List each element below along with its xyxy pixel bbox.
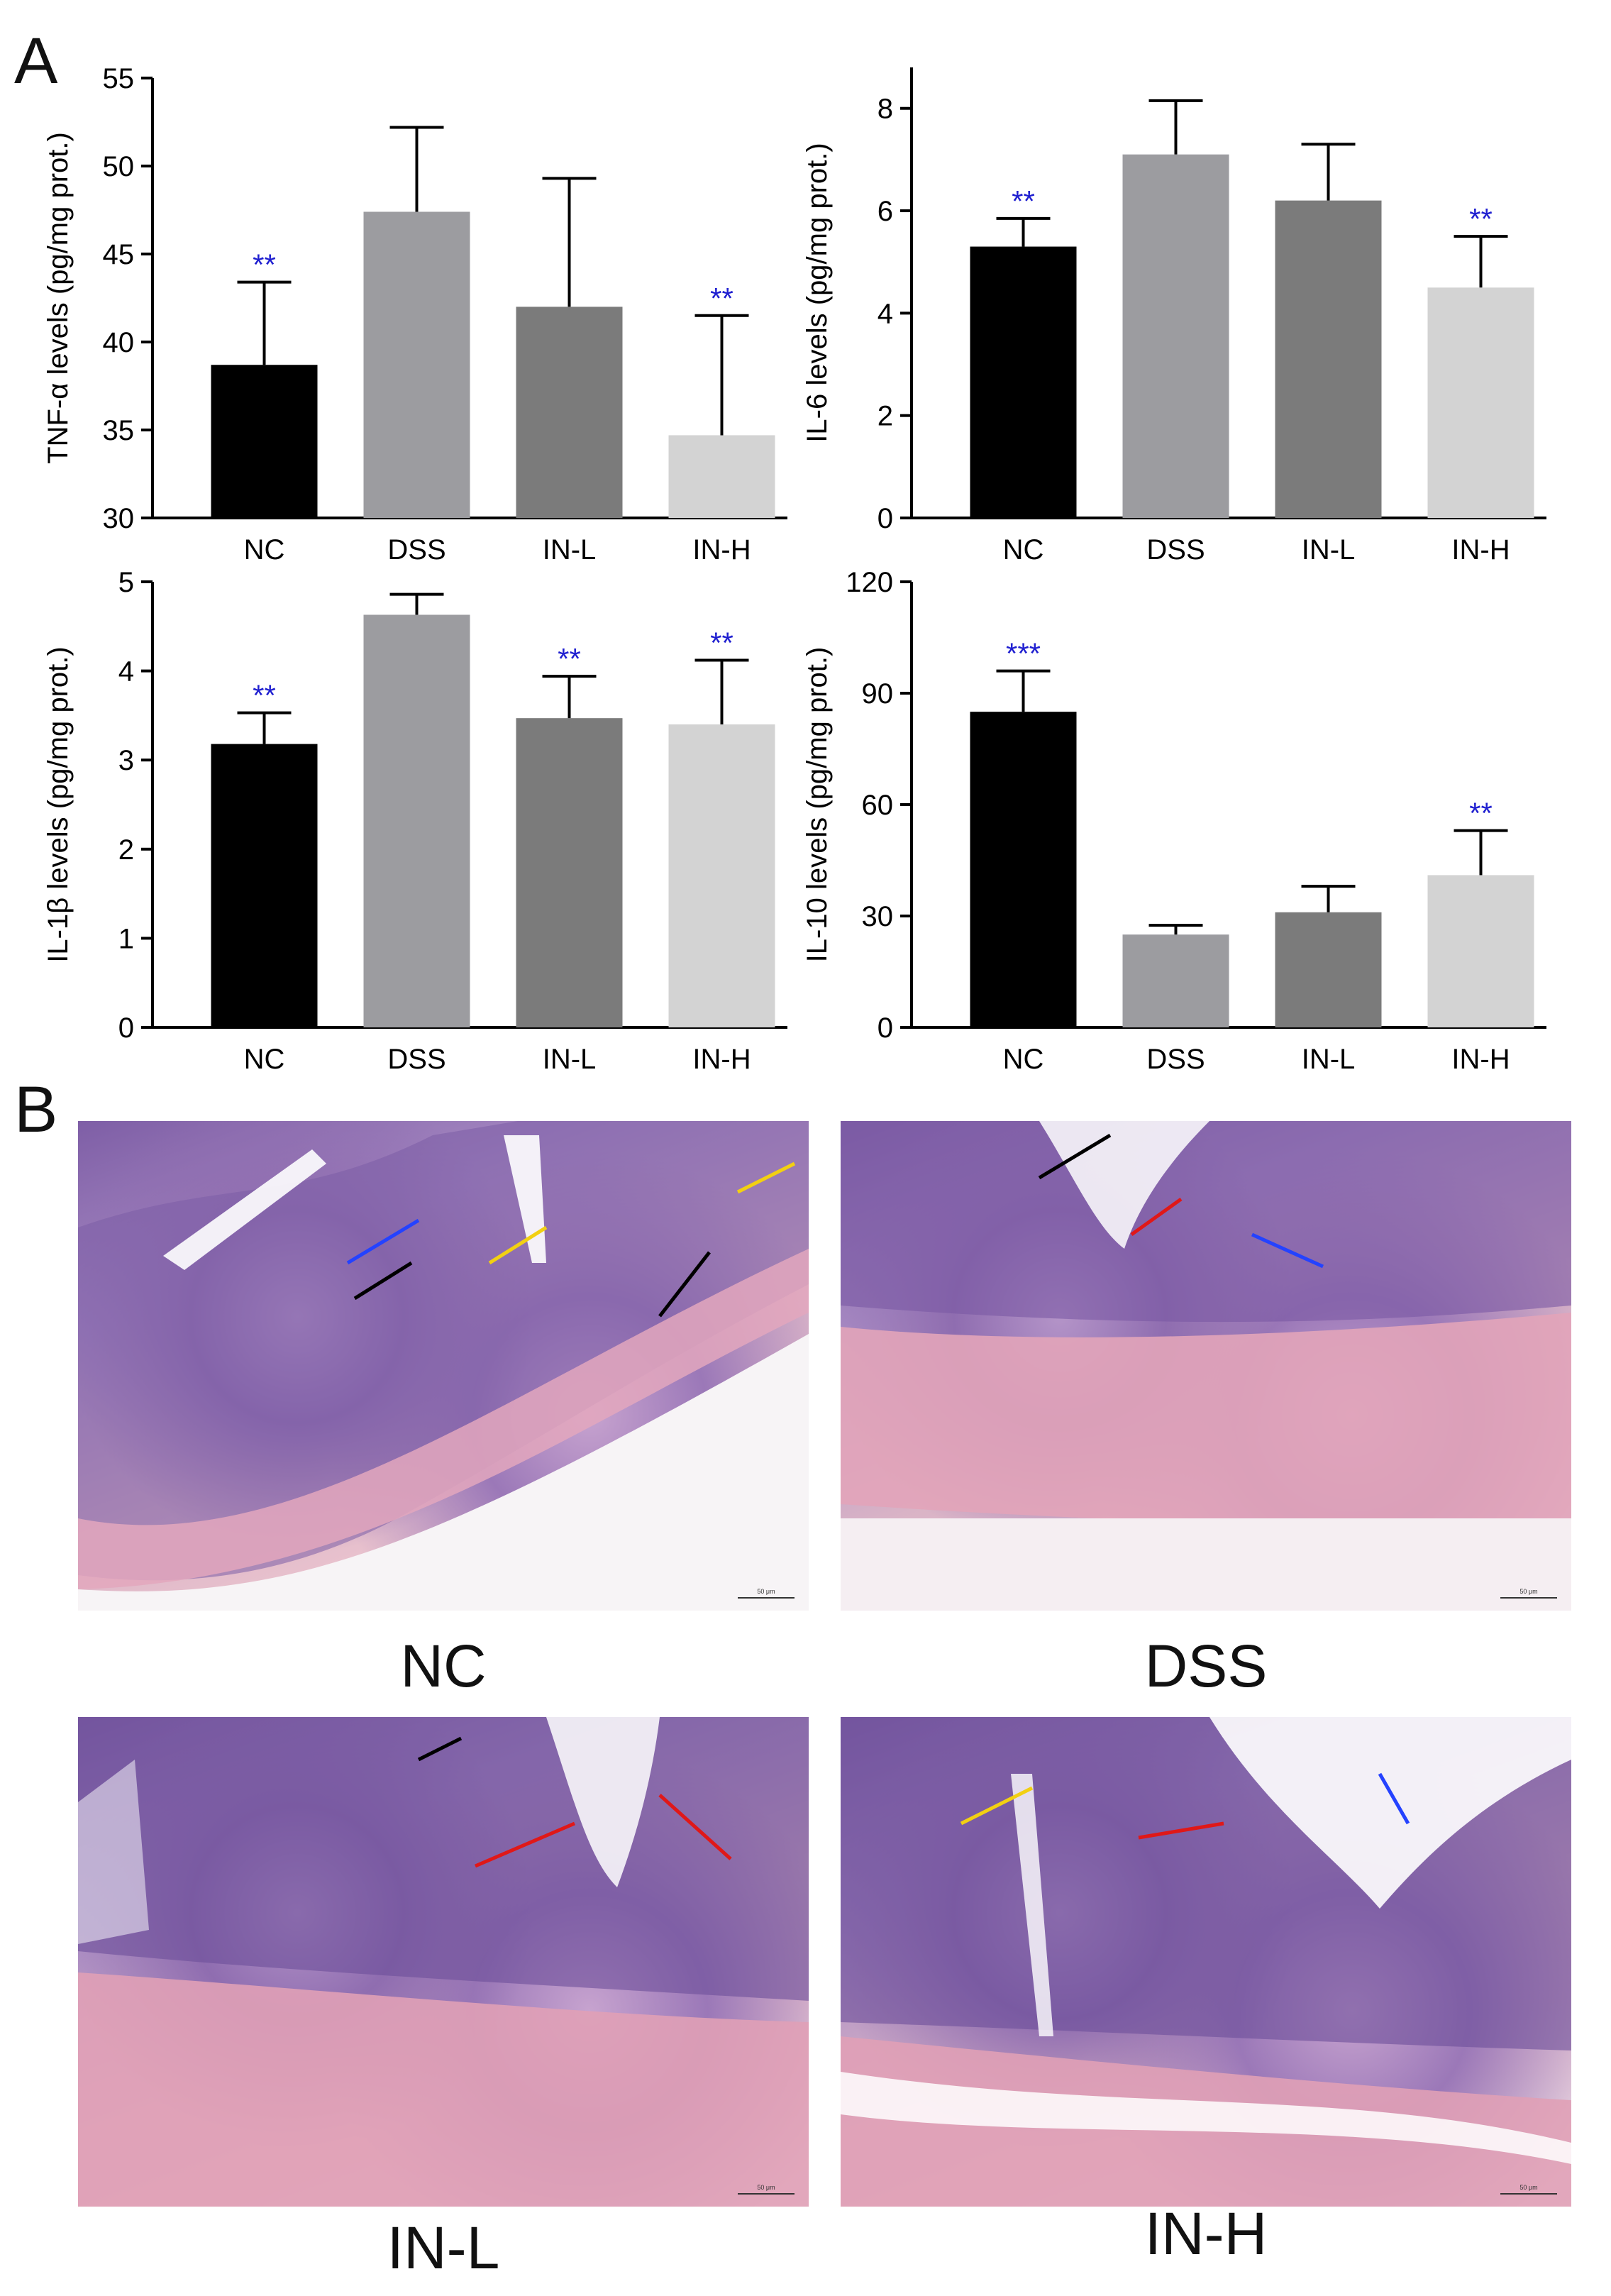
- significance-il1b-IN-H: **: [710, 627, 733, 660]
- histology-label-inl: IN-L: [387, 2214, 500, 2281]
- histology-scene-inh: 50 μm: [841, 1717, 1571, 2207]
- x-tick-label-il1b-IN-H: IN-H: [692, 1044, 751, 1071]
- histology-image-inl: 50 μm: [78, 1717, 809, 2207]
- y-tick-label-tnf-4: 50: [103, 151, 135, 182]
- y-tick-label-il10-2: 60: [862, 790, 894, 821]
- x-tick-label-il6-NC: NC: [1003, 534, 1044, 565]
- histology-scene-nc: 50 μm: [78, 1121, 809, 1611]
- bar-il10-IN-H: [1427, 875, 1534, 1027]
- histology-label-nc: NC: [400, 1633, 487, 1699]
- x-tick-label-il6-IN-L: IN-L: [1302, 534, 1356, 565]
- y-tick-label-il1b-5: 5: [118, 567, 134, 598]
- histology-scene-dss: 50 μm: [841, 1121, 1571, 1611]
- bar-il10-NC: [970, 712, 1077, 1027]
- significance-il1b-NC: **: [253, 679, 276, 712]
- x-tick-label-il6-DSS: DSS: [1146, 534, 1205, 565]
- y-axis-label-il1b: IL-1β levels (pg/mg prot.): [43, 646, 74, 962]
- x-tick-label-il1b-DSS: DSS: [387, 1044, 445, 1071]
- y-tick-label-il10-1: 30: [862, 901, 894, 932]
- bar-tnf-NC: [211, 365, 318, 518]
- histology-label-inh: IN-H: [1144, 2200, 1268, 2267]
- bar-il1b-IN-H: [668, 724, 775, 1027]
- y-tick-label-tnf-2: 40: [103, 327, 135, 358]
- bar-il1b-IN-L: [516, 718, 623, 1027]
- scalebar-inh: 50 μm: [1519, 2184, 1537, 2191]
- y-tick-label-il6-1: 2: [878, 401, 893, 432]
- y-tick-label-il1b-0: 0: [118, 1012, 134, 1044]
- significance-il6-IN-H: **: [1469, 202, 1493, 236]
- bar-il1b-DSS: [363, 614, 470, 1027]
- y-axis-label-tnf: TNF-α levels (pg/mg prot.): [43, 132, 74, 464]
- bar-il1b-NC: [211, 744, 318, 1027]
- bar-il6-IN-H: [1427, 287, 1534, 518]
- bar-tnf-IN-L: [516, 307, 623, 518]
- bar-tnf-DSS: [363, 211, 470, 518]
- y-tick-label-il10-3: 90: [862, 678, 894, 710]
- histology-label-dss: DSS: [1144, 1633, 1268, 1699]
- y-tick-label-tnf-3: 45: [103, 239, 135, 270]
- y-tick-label-il6-0: 0: [878, 503, 893, 534]
- y-tick-label-il6-4: 8: [878, 94, 893, 125]
- y-axis-label-il6: IL-6 levels (pg/mg prot.): [802, 143, 833, 442]
- y-tick-label-il6-3: 6: [878, 196, 893, 227]
- bar-il6-DSS: [1122, 154, 1229, 518]
- y-tick-label-il1b-1: 1: [118, 923, 134, 954]
- scalebar-inl: 50 μm: [757, 2184, 775, 2191]
- x-tick-label-il10-IN-H: IN-H: [1451, 1044, 1510, 1071]
- x-tick-label-il1b-NC: NC: [244, 1044, 285, 1071]
- x-tick-label-il10-NC: NC: [1003, 1044, 1044, 1071]
- x-tick-label-tnf-NC: NC: [244, 534, 285, 565]
- scalebar-nc: 50 μm: [757, 1588, 775, 1595]
- y-tick-label-tnf-1: 35: [103, 415, 135, 446]
- significance-tnf-NC: **: [253, 248, 276, 282]
- x-tick-label-tnf-DSS: DSS: [387, 534, 445, 565]
- x-tick-label-tnf-IN-H: IN-H: [692, 534, 751, 565]
- bar-il10-DSS: [1122, 934, 1229, 1027]
- x-tick-label-il6-IN-H: IN-H: [1451, 534, 1510, 565]
- histology-image-inh: 50 μm: [841, 1717, 1571, 2207]
- y-tick-label-il1b-3: 3: [118, 745, 134, 776]
- scalebar-dss: 50 μm: [1519, 1588, 1537, 1595]
- histology-image-dss: 50 μm: [841, 1121, 1571, 1611]
- significance-il10-IN-H: **: [1469, 797, 1493, 830]
- panel-b-letter: B: [14, 1074, 58, 1146]
- significance-il6-NC: **: [1012, 184, 1035, 218]
- histology-image-nc: 50 μm: [78, 1121, 809, 1611]
- x-tick-label-il10-IN-L: IN-L: [1302, 1044, 1356, 1071]
- x-tick-label-tnf-IN-L: IN-L: [543, 534, 597, 565]
- y-tick-label-il6-2: 4: [878, 298, 893, 329]
- y-tick-label-tnf-0: 30: [103, 503, 135, 534]
- bar-tnf-IN-H: [668, 435, 775, 518]
- panel-a-letter: A: [14, 25, 58, 97]
- bar-il6-IN-L: [1275, 200, 1382, 518]
- bar-il10-IN-L: [1275, 912, 1382, 1027]
- y-tick-label-tnf-5: 55: [103, 63, 135, 94]
- histology-scene-inl: 50 μm: [78, 1717, 809, 2207]
- x-tick-label-il10-DSS: DSS: [1146, 1044, 1205, 1071]
- y-tick-label-il10-0: 0: [878, 1012, 893, 1044]
- significance-il10-NC: ***: [1006, 637, 1041, 670]
- bar-il6-NC: [970, 246, 1077, 518]
- significance-il1b-IN-L: **: [558, 642, 581, 675]
- y-tick-label-il1b-2: 2: [118, 834, 134, 866]
- significance-tnf-IN-H: **: [710, 282, 733, 315]
- y-tick-label-il10-4: 120: [846, 567, 893, 598]
- y-tick-label-il1b-4: 4: [118, 656, 134, 688]
- x-tick-label-il1b-IN-L: IN-L: [543, 1044, 597, 1071]
- y-axis-label-il10: IL-10 levels (pg/mg prot.): [802, 647, 833, 963]
